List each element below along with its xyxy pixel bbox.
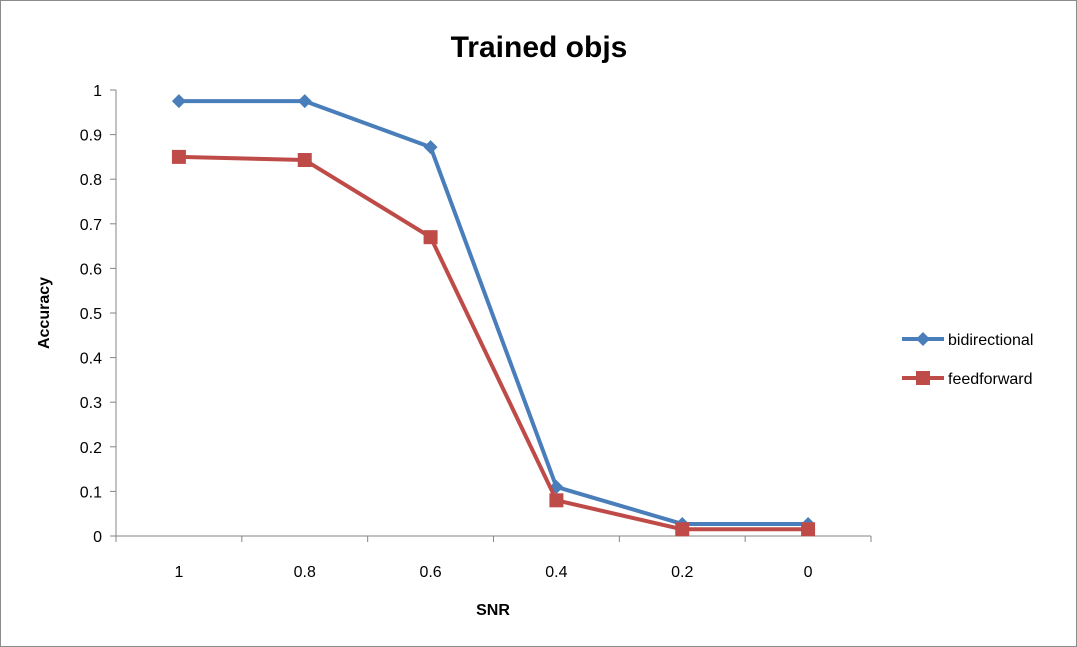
y-tick-label: 0 — [93, 529, 102, 546]
data-point-bidirectional — [423, 140, 438, 155]
series-line-bidirectional — [178, 99, 809, 526]
data-point-feedforward — [801, 522, 816, 537]
data-point-bidirectional — [297, 94, 312, 109]
x-tick-label: 1 — [174, 564, 183, 581]
y-tick-label: 0.7 — [80, 217, 102, 234]
y-tick-label: 0.8 — [80, 172, 102, 189]
x-tick-label: 0.4 — [545, 564, 567, 581]
y-axis-title: Accuracy — [36, 277, 53, 349]
legend-marker — [916, 371, 930, 385]
x-tick-label: 0.2 — [671, 564, 693, 581]
legend-marker — [916, 332, 930, 346]
x-tick-label: 0 — [804, 564, 813, 581]
series-line-feedforward — [178, 154, 809, 532]
x-tick-label: 0.6 — [419, 564, 441, 581]
y-tick-labels: 0 0.1 0.2 0.3 0.4 0.5 0.6 0.7 0.8 0.9 1 — [80, 83, 116, 546]
data-point-feedforward — [297, 153, 312, 168]
y-tick-label: 0.3 — [80, 395, 102, 412]
y-tick-label: 0.9 — [80, 128, 102, 145]
y-tick-label: 0.4 — [80, 351, 102, 368]
x-axis-title: SNR — [476, 602, 510, 619]
y-tick-label: 0.5 — [80, 306, 102, 323]
legend-label: bidirectional — [948, 332, 1033, 349]
data-point-feedforward — [549, 493, 564, 508]
legend-item-feedforward: feedforward — [902, 371, 1033, 388]
x-tick-label: 0.8 — [294, 564, 316, 581]
y-tick-label: 1 — [93, 83, 102, 100]
series-layer — [171, 94, 816, 537]
chart-title: Trained objs — [451, 31, 628, 64]
x-tick-labels: 1 0.8 0.6 0.4 0.2 0 — [115, 536, 872, 581]
data-point-feedforward — [171, 149, 186, 164]
legend-label: feedforward — [948, 371, 1033, 388]
data-point-bidirectional — [171, 94, 186, 109]
y-tick-label: 0.2 — [80, 440, 102, 457]
legend: bidirectional feedforward — [902, 332, 1033, 388]
y-tick-label: 0.1 — [80, 484, 102, 501]
y-tick-label: 0.6 — [80, 261, 102, 278]
series-feedforward — [171, 149, 816, 537]
legend-item-bidirectional: bidirectional — [902, 332, 1033, 349]
data-point-feedforward — [423, 230, 438, 245]
data-point-feedforward — [675, 522, 690, 537]
